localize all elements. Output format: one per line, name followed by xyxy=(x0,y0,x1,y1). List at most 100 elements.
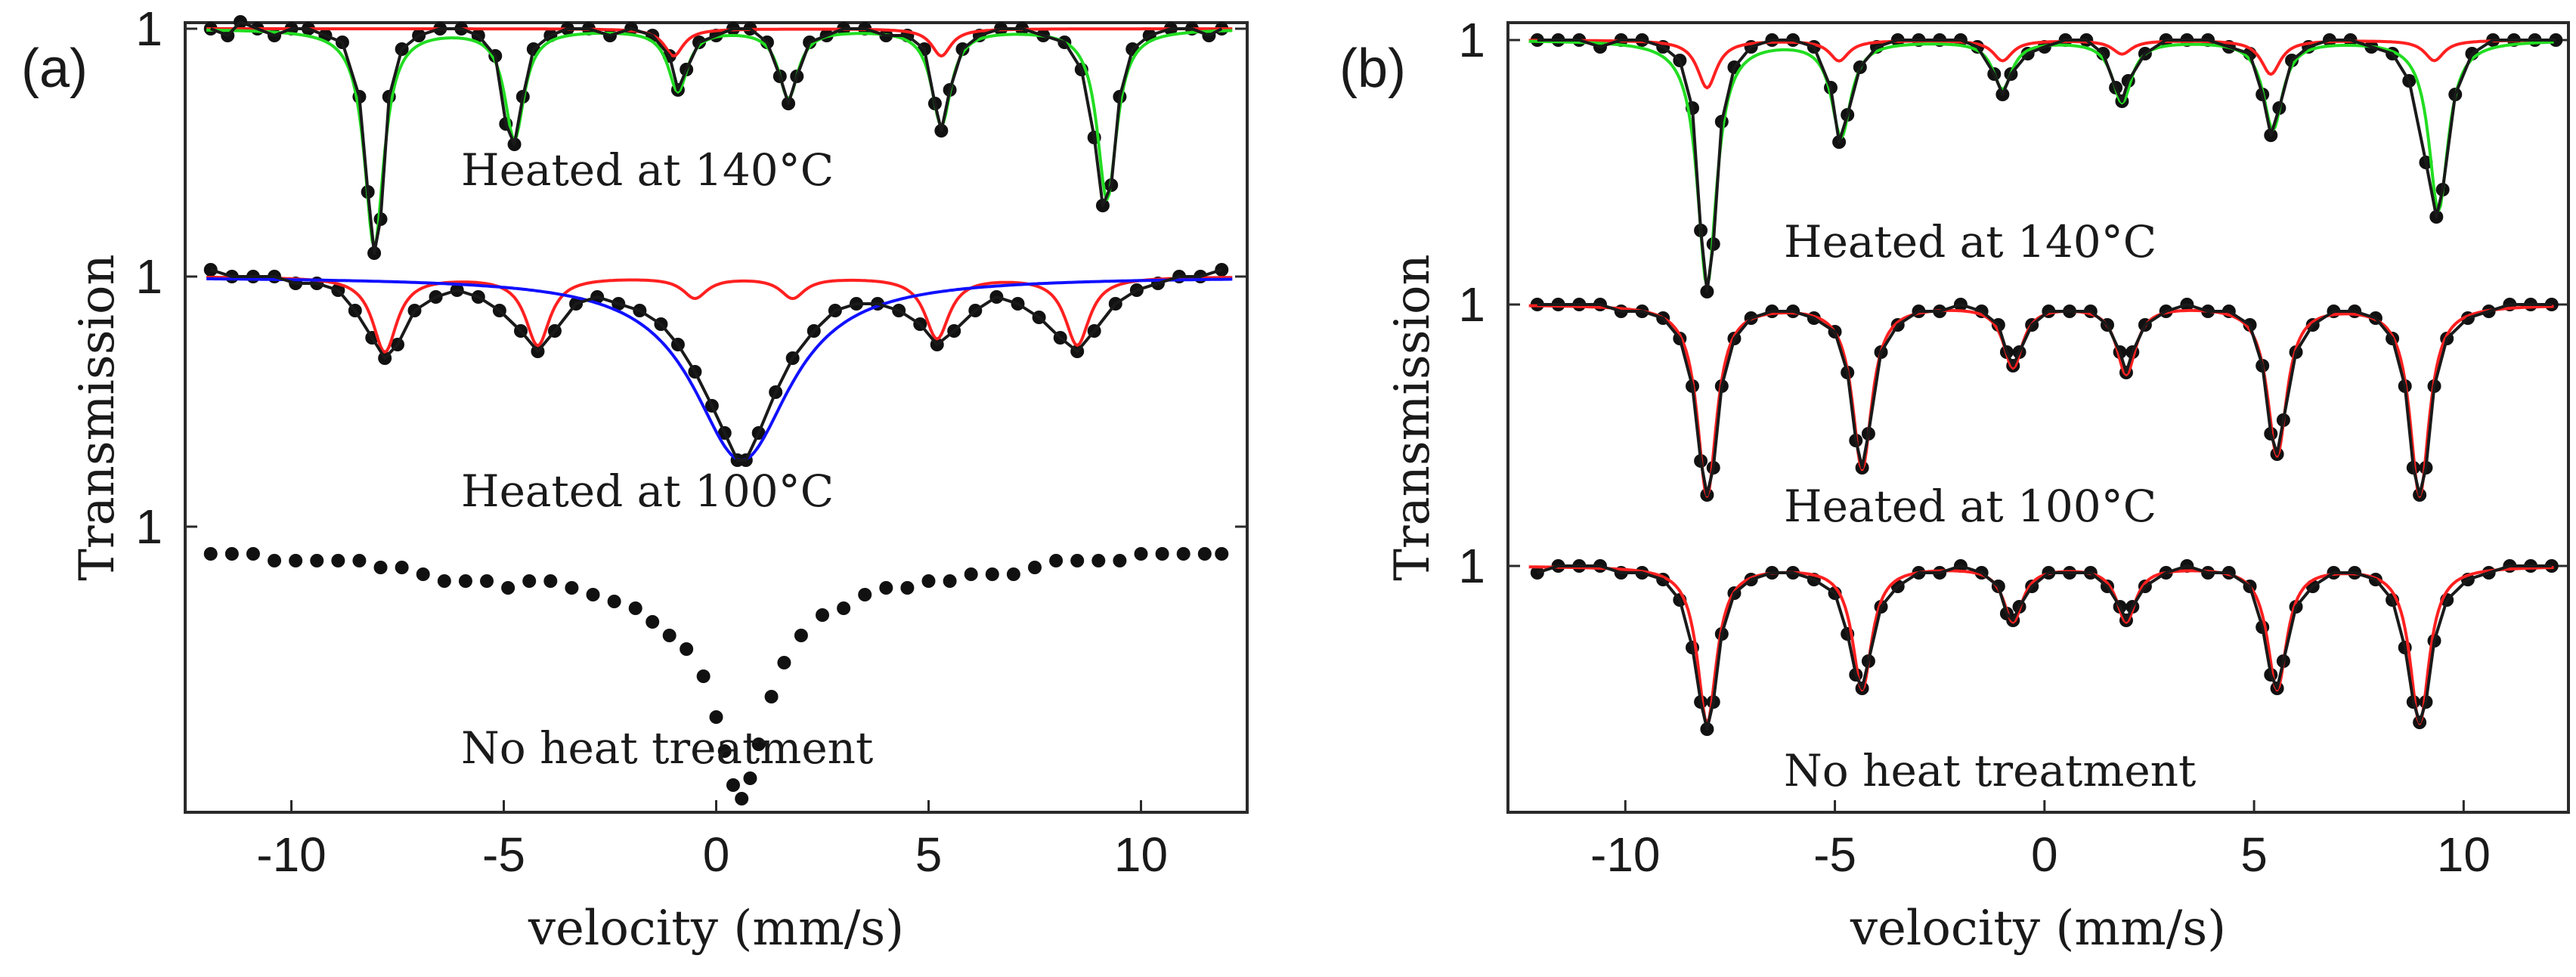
data-point xyxy=(289,554,303,567)
y-tick-label: 1 xyxy=(135,2,163,56)
data-point xyxy=(1197,547,1212,561)
spectrum-heated-at-140-c: 1 Heated at 140°C xyxy=(135,2,1247,260)
data-point xyxy=(743,771,757,785)
data-point xyxy=(416,567,430,581)
data-point xyxy=(879,581,893,595)
data-point xyxy=(1176,547,1190,561)
x-tick-label: -5 xyxy=(1813,827,1856,882)
data-point xyxy=(764,690,779,703)
data-point xyxy=(458,574,472,588)
data-point xyxy=(331,554,345,567)
fit-curve-total xyxy=(210,268,1222,462)
x-tick-label: 10 xyxy=(1114,827,1168,882)
data-point xyxy=(1215,547,1229,561)
x-tick-label: 5 xyxy=(2240,827,2268,882)
data-point xyxy=(310,554,324,567)
fit-curve-total xyxy=(1537,39,2556,293)
spectrum-heated-at-100-c: 1 Heated at 100°C xyxy=(135,249,1247,517)
data-point xyxy=(565,581,579,595)
fit-curve-red xyxy=(1528,565,2554,725)
y-tick-label: 1 xyxy=(1458,277,1485,332)
x-axis-label: velocity (mm/s) xyxy=(528,901,904,957)
data-point xyxy=(586,588,600,601)
spectrum-label: Heated at 100°C xyxy=(1784,481,2156,532)
x-tick-label: 0 xyxy=(2031,827,2058,882)
x-tick-label: 5 xyxy=(915,827,943,882)
data-point xyxy=(1070,554,1085,567)
spectrum-no-heat-treatment: 1 No heat treatment xyxy=(1458,539,2568,796)
data-point xyxy=(837,601,851,615)
x-tick-label: -10 xyxy=(1590,827,1661,882)
fit-curve-total xyxy=(1537,303,2552,496)
x-tick-label: -5 xyxy=(482,827,525,882)
data-point xyxy=(794,629,808,642)
panel-label: (a) xyxy=(21,39,88,99)
y-axis-label: Transmission xyxy=(1385,254,1441,581)
data-point xyxy=(662,629,677,642)
data-point xyxy=(943,574,957,588)
spectrum-label: Heated at 100°C xyxy=(461,465,834,517)
data-point xyxy=(395,561,409,574)
data-point xyxy=(985,567,999,581)
data-point xyxy=(900,581,915,595)
data-point xyxy=(1028,561,1042,574)
data-point xyxy=(735,792,749,805)
data-point xyxy=(921,574,936,588)
data-point xyxy=(607,595,621,608)
data-point xyxy=(717,744,732,758)
data-point xyxy=(543,574,558,588)
plot-frame xyxy=(1506,21,2570,814)
data-point xyxy=(1113,554,1127,567)
data-point xyxy=(1091,554,1106,567)
data-point xyxy=(373,561,388,574)
data-point xyxy=(709,710,723,724)
spectrum-heated-at-100-c: 1 Heated at 100°C xyxy=(1458,277,2568,532)
data-point xyxy=(858,588,872,601)
data-point xyxy=(628,601,642,615)
y-tick-label: 1 xyxy=(135,499,163,554)
data-point xyxy=(480,574,494,588)
spectrum-no-heat-treatment: 1 No heat treatment xyxy=(135,499,1247,805)
data-point xyxy=(203,547,218,561)
spectrum-heated-at-140-c: 1 Heated at 140°C xyxy=(1458,13,2568,298)
data-point xyxy=(777,656,791,669)
data-point xyxy=(501,581,516,595)
x-tick-label: 10 xyxy=(2437,827,2491,882)
data-point xyxy=(1049,554,1064,567)
data-point xyxy=(352,554,367,567)
data-point xyxy=(437,574,451,588)
data-point xyxy=(751,737,766,751)
fit-curve-blue xyxy=(206,277,1233,462)
data-point xyxy=(696,669,711,683)
y-axis-label: Transmission xyxy=(70,254,125,581)
data-point xyxy=(224,547,239,561)
fit-curve-red xyxy=(1528,39,2554,90)
fit-curve-total xyxy=(209,20,1223,255)
data-point xyxy=(646,615,660,629)
y-tick-label: 1 xyxy=(1458,539,1485,593)
x-tick-label: 0 xyxy=(703,827,730,882)
spectrum-label: No heat treatment xyxy=(461,722,873,774)
fit-curve-red xyxy=(206,276,1233,354)
spectrum-label: Heated at 140°C xyxy=(461,144,834,196)
spectrum-label: No heat treatment xyxy=(1784,745,2196,796)
y-tick-label: 1 xyxy=(1458,13,1485,67)
panel-label: (b) xyxy=(1339,39,1406,99)
data-point xyxy=(522,574,537,588)
panel-b: (b) -10 -5 0 5 10 velocity (mm/s) Transmission 1… xyxy=(1339,13,2570,957)
y-tick-label: 1 xyxy=(135,249,163,304)
data-point xyxy=(1155,547,1169,561)
fit-curve-total xyxy=(1537,564,2552,731)
data-point xyxy=(1134,547,1148,561)
data-point xyxy=(2544,559,2559,573)
data-point xyxy=(680,642,694,656)
x-tick-label: -10 xyxy=(256,827,327,882)
data-point xyxy=(964,567,978,581)
data-point xyxy=(726,778,740,792)
data-point xyxy=(816,608,829,622)
x-axis-label: velocity (mm/s) xyxy=(1850,901,2226,957)
fit-curve-red xyxy=(206,27,1233,58)
data-point xyxy=(268,554,282,567)
